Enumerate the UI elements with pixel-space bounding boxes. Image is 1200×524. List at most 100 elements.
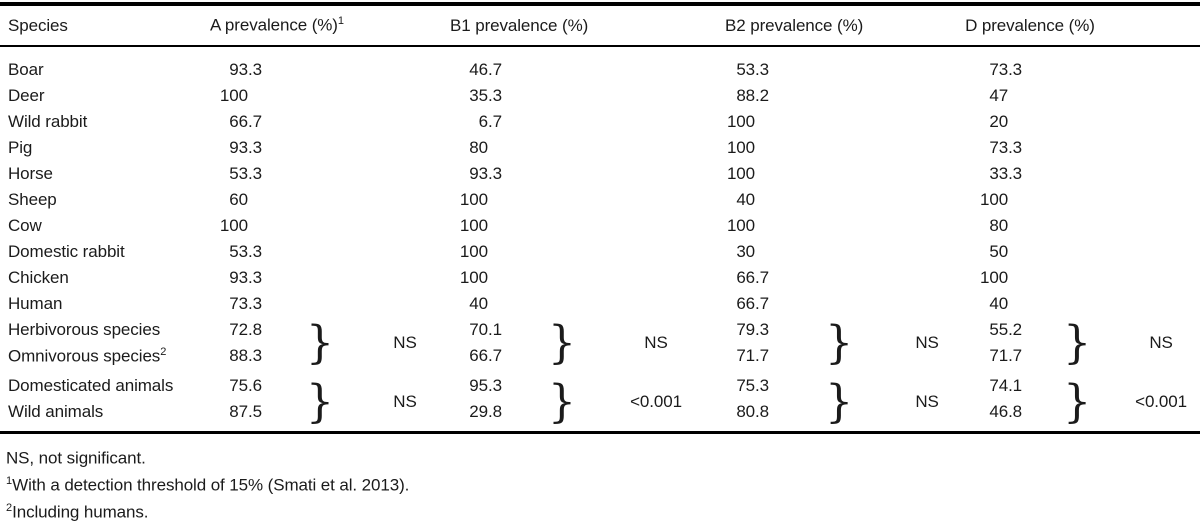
curly-brace-icon: } <box>1063 375 1092 428</box>
species-label: Boar <box>8 60 44 79</box>
brace-spacer-a <box>270 83 370 109</box>
footnote-1-superscript: 1 <box>6 475 13 488</box>
value-cell-b2: 100 <box>726 164 756 183</box>
brace-spacer-b1 <box>512 291 612 317</box>
value-cell-a: 93.3 <box>229 268 262 287</box>
species-label: Chicken <box>8 268 69 287</box>
sig-spacer-b2 <box>899 83 955 109</box>
value-cell-d: 47 <box>989 86 1009 105</box>
table-row: Domestic rabbit 53.3 100 30 50 <box>0 239 1200 265</box>
value-cell-d: 20 <box>989 112 1009 131</box>
value-cell-d: 50 <box>989 242 1009 261</box>
significance-label-a: NS <box>393 333 417 352</box>
value-cell-d: 74.1 <box>989 376 1023 395</box>
sig-spacer-b1 <box>612 135 700 161</box>
value-cell-a: 72.8 <box>229 320 262 339</box>
species-cell: Domesticated animals <box>0 369 208 399</box>
value-cell-a: 66.7 <box>229 112 262 131</box>
value-cell-d: 80 <box>989 216 1009 235</box>
brace-spacer-b2 <box>779 135 899 161</box>
value-cell-b2: 88.2 <box>736 86 770 105</box>
species-label: Domestic rabbit <box>8 242 125 261</box>
brace-spacer-b2 <box>779 109 899 135</box>
brace-spacer-b1 <box>512 83 612 109</box>
sig-spacer-d <box>1122 213 1200 239</box>
col-header-a-label: A prevalence (%) <box>210 15 338 35</box>
sig-spacer-b2 <box>899 265 955 291</box>
value-cell-b2: 66.7 <box>736 294 770 313</box>
table-row: Sheep 60 100 40 100 <box>0 187 1200 213</box>
footnote-detection-threshold: 1With a detection threshold of 15% (Smat… <box>6 470 1200 497</box>
value-cell-b1: 100 <box>459 216 488 235</box>
significance-label-b1: <0.001 <box>630 392 682 411</box>
value-cell-b1: 6.7 <box>478 112 502 131</box>
value-cell-b1: 35.3 <box>469 86 502 105</box>
value-cell-b1: 46.7 <box>469 60 502 79</box>
value-cell-b2: 66.7 <box>736 268 770 287</box>
brace-spacer-a <box>270 109 370 135</box>
sig-spacer-b2 <box>899 239 955 265</box>
value-cell-d: 40 <box>989 294 1009 313</box>
brace-spacer-b2 <box>779 291 899 317</box>
sig-spacer-a <box>370 187 440 213</box>
footnote-1-text: With a detection threshold of 15% (Smati… <box>12 475 410 495</box>
brace-spacer-d <box>1032 135 1122 161</box>
brace-spacer-a <box>270 135 370 161</box>
value-cell-b1: 80 <box>469 138 488 157</box>
brace-spacer-d <box>1032 46 1122 83</box>
col-header-b1-prevalence: B1 prevalence (%) <box>440 4 701 47</box>
value-cell-a: 53.3 <box>229 242 262 261</box>
brace-icon: } <box>512 317 612 369</box>
value-cell-b2: 100 <box>726 112 756 131</box>
brace-spacer-b2 <box>779 161 899 187</box>
species-cell: Wild animals <box>0 399 208 433</box>
sig-spacer-b1 <box>612 161 700 187</box>
sig-spacer-b2 <box>899 161 955 187</box>
species-cell: Horse <box>0 161 208 187</box>
header-row: Species A prevalence (%)1 B1 prevalence … <box>0 4 1200 47</box>
species-label: Wild animals <box>8 402 104 421</box>
sig-spacer-b2 <box>899 291 955 317</box>
value-cell-b2: 40 <box>736 190 756 209</box>
col-header-a-superscript: 1 <box>337 15 344 28</box>
value-cell-b1: 93.3 <box>469 164 502 183</box>
brace-spacer-d <box>1032 161 1122 187</box>
brace-spacer-d <box>1032 213 1122 239</box>
species-label: Sheep <box>8 190 57 209</box>
brace-spacer-b1 <box>512 187 612 213</box>
species-cell: Domestic rabbit <box>0 239 208 265</box>
curly-brace-icon: } <box>306 316 334 369</box>
brace-spacer-b2 <box>779 46 899 83</box>
col-header-d-label: D prevalence (%) <box>965 15 1095 35</box>
species-label: Wild rabbit <box>8 112 88 131</box>
brace-spacer-b2 <box>779 213 899 239</box>
footnotes: NS, not significant. 1With a detection t… <box>0 443 1200 524</box>
brace-icon: } <box>1032 369 1122 433</box>
brace-spacer-a <box>270 213 370 239</box>
curly-brace-icon: } <box>548 375 576 428</box>
value-cell-a: 60 <box>229 190 248 209</box>
sig-spacer-b1 <box>612 46 700 83</box>
brace-spacer-d <box>1032 109 1122 135</box>
brace-spacer-b1 <box>512 265 612 291</box>
table-row: Herbivorous species 72.8} NS 70.1} NS 79.3} NS… <box>0 317 1200 365</box>
brace-icon: } <box>779 369 899 433</box>
value-cell-b2: 53.3 <box>736 60 770 79</box>
brace-spacer-d <box>1032 291 1122 317</box>
value-cell-d: 100 <box>979 190 1009 209</box>
value-cell-a: 88.3 <box>229 346 262 365</box>
brace-spacer-b1 <box>512 109 612 135</box>
table-header: Species A prevalence (%)1 B1 prevalence … <box>0 4 1200 47</box>
sig-spacer-b1 <box>612 239 700 265</box>
sig-spacer-d <box>1122 46 1200 83</box>
sig-spacer-a <box>370 239 440 265</box>
species-label: Human <box>8 294 63 313</box>
table-row: Human 73.3 40 66.7 40 <box>0 291 1200 317</box>
value-cell-a: 93.3 <box>229 138 262 157</box>
value-cell-a: 87.5 <box>229 402 262 421</box>
sig-spacer-d <box>1122 187 1200 213</box>
value-cell-a: 75.6 <box>229 376 262 395</box>
brace-spacer-b1 <box>512 213 612 239</box>
footnote-2-superscript: 2 <box>6 502 13 515</box>
